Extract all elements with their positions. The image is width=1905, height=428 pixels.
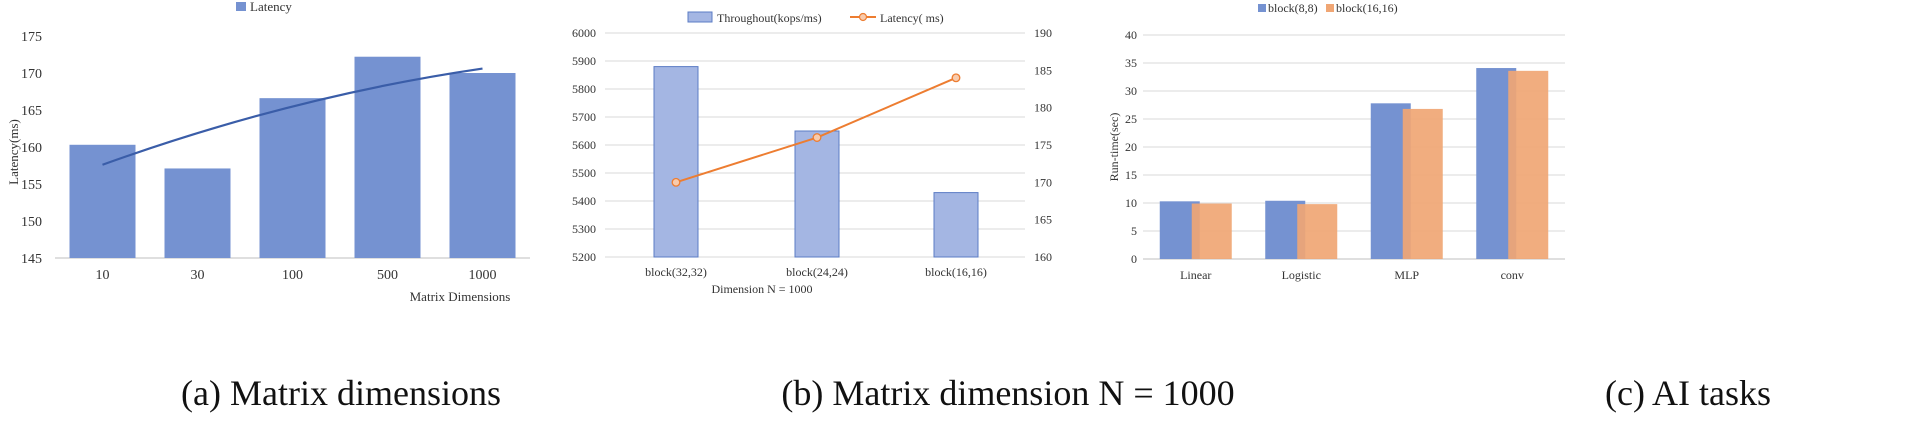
- y2-tick-label: 185: [1034, 63, 1052, 77]
- bar-block-16-16-: [1402, 108, 1443, 259]
- y-tick-label: 5600: [572, 138, 596, 152]
- y-tick-label: 165: [21, 104, 42, 119]
- y-axis-ticks-left: 5200 5300 5400 5500 5600 5700 5800 5900 6000: [572, 26, 596, 264]
- y-axis-label: Run-time(sec): [1107, 113, 1121, 182]
- y-tick-label: 5500: [572, 166, 596, 180]
- legend-swatch-throughput: [687, 11, 713, 23]
- y-tick-label: 170: [21, 67, 42, 82]
- y-tick-label: 6000: [572, 26, 596, 40]
- y2-tick-label: 165: [1034, 213, 1052, 227]
- x-axis-label: Dimension N = 1000: [711, 282, 812, 296]
- y2-tick-label: 175: [1034, 138, 1052, 152]
- legend-label-block16: block(16,16): [1336, 1, 1398, 15]
- trendline: [102, 67, 483, 166]
- x-tick-label: 1000: [469, 268, 497, 283]
- legend-swatch-block16: [1326, 4, 1334, 12]
- y-tick-label: 5200: [572, 250, 596, 264]
- y-tick-label: 150: [21, 215, 42, 230]
- y-tick-label: 5900: [572, 54, 596, 68]
- y-tick-label: 160: [21, 141, 42, 156]
- bar-1000: [449, 73, 516, 258]
- x-tick-label: 100: [282, 268, 303, 283]
- y-tick-label: 25: [1125, 112, 1137, 126]
- chart-throughput-latency: 5200 5300 5400 5500 5600 5700 5800 5900 6000 160…: [572, 11, 1052, 296]
- y2-tick-label: 180: [1034, 101, 1052, 115]
- x-tick-label: Logistic: [1282, 268, 1321, 282]
- y-tick-label: 155: [21, 178, 42, 193]
- x-tick-label: 30: [191, 268, 205, 283]
- chart-ai-tasks-runtime: 0 5 10 15 20 25 30 35 40 Linear Logistic MLP conv R…: [1107, 1, 1565, 282]
- y-tick-label: 30: [1125, 84, 1137, 98]
- latency-point: [951, 73, 961, 83]
- legend-swatch-block8: [1258, 4, 1266, 12]
- y-axis-label: Latency(ms): [6, 119, 21, 185]
- bars: [653, 66, 979, 258]
- legend-label-latency: Latency: [250, 0, 292, 14]
- bar-throughput: [653, 66, 699, 258]
- x-axis-categories: block(32,32) block(24,24) block(16,16): [645, 265, 987, 279]
- legend-label-block8: block(8,8): [1268, 1, 1318, 15]
- legend-marker-latency: [858, 12, 868, 22]
- legend-label-latency: Latency( ms): [880, 11, 944, 25]
- x-tick-label: block(24,24): [786, 265, 848, 279]
- caption-b: (b) Matrix dimension N = 1000: [781, 373, 1235, 413]
- latency-point: [671, 177, 681, 187]
- y-tick-label: 5400: [572, 194, 596, 208]
- y-axis-ticks: 145 150 155 160 165 170 175: [21, 30, 42, 267]
- bar-10: [69, 144, 136, 258]
- bar-block-16-16-: [1508, 70, 1549, 259]
- bars: [1159, 68, 1549, 259]
- x-axis-categories: 10 30 100 500 1000: [96, 268, 497, 283]
- x-tick-label: Linear: [1180, 268, 1211, 282]
- y-tick-label: 10: [1125, 196, 1137, 210]
- x-tick-label: block(32,32): [645, 265, 707, 279]
- latency-point: [812, 133, 822, 142]
- x-axis-label: Matrix Dimensions: [410, 289, 511, 304]
- y-tick-label: 145: [21, 252, 42, 267]
- y-axis-ticks-right: 160 165 170 175 180 185 190: [1034, 26, 1052, 264]
- bar-throughput: [933, 192, 979, 258]
- caption-c: (c) AI tasks: [1605, 373, 1771, 413]
- latency-points: [671, 73, 961, 187]
- x-tick-label: conv: [1501, 268, 1524, 282]
- y-tick-label: 40: [1125, 28, 1137, 42]
- bar-block-16-16-: [1297, 204, 1338, 259]
- bar-throughput: [794, 130, 840, 258]
- caption-a: (a) Matrix dimensions: [181, 373, 501, 413]
- bar-500: [354, 56, 421, 258]
- legend-label-throughput: Throughout(kops/ms): [717, 11, 822, 25]
- y-tick-label: 35: [1125, 56, 1137, 70]
- x-tick-label: 500: [377, 268, 398, 283]
- x-tick-label: MLP: [1394, 268, 1419, 282]
- y-tick-label: 5700: [572, 110, 596, 124]
- x-tick-label: 10: [96, 268, 110, 283]
- y-tick-label: 175: [21, 30, 42, 45]
- legend-swatch-latency: [236, 2, 246, 11]
- bar-30: [164, 168, 231, 258]
- y-tick-label: 15: [1125, 168, 1137, 182]
- y-tick-label: 5300: [572, 222, 596, 236]
- y2-tick-label: 190: [1034, 26, 1052, 40]
- y-tick-label: 20: [1125, 140, 1137, 154]
- y-axis-ticks: 0 5 10 15 20 25 30 35 40: [1125, 28, 1137, 266]
- x-axis-categories: Linear Logistic MLP conv: [1180, 268, 1524, 282]
- y-tick-label: 5: [1131, 224, 1137, 238]
- bar-block-16-16-: [1191, 203, 1232, 259]
- y-tick-label: 0: [1131, 252, 1137, 266]
- y2-tick-label: 160: [1034, 250, 1052, 264]
- y2-tick-label: 170: [1034, 175, 1052, 189]
- bar-100: [259, 98, 326, 258]
- y-tick-label: 5800: [572, 82, 596, 96]
- bars: [69, 56, 516, 258]
- chart-latency-by-dimension: 145 150 155 160 165 170 175 10 30 100 500 1000 Lat…: [6, 0, 530, 304]
- x-tick-label: block(16,16): [925, 265, 987, 279]
